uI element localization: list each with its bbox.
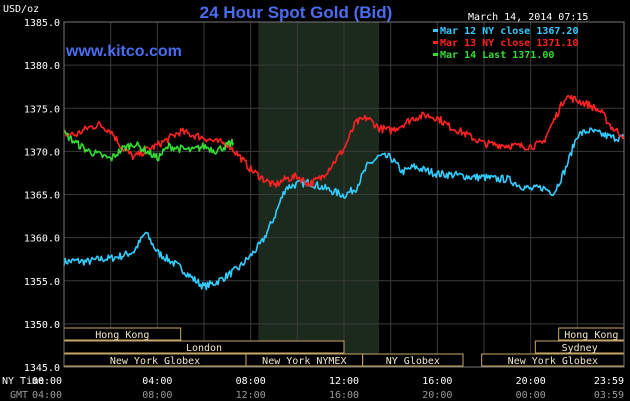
y-tick-label: 1345.0 [24, 363, 60, 374]
y-tick-label: 1365.0 [24, 191, 60, 202]
market-session-label: New York Globex [508, 356, 598, 367]
x-tick-label-ny: 00:00 [32, 376, 62, 387]
x-tick-label-gmt: 16:00 [329, 390, 359, 401]
x-tick-label-ny: 20:00 [516, 376, 546, 387]
x-tick-label-ny: 12:00 [329, 376, 359, 387]
x-tick-label-ny: 16:00 [422, 376, 452, 387]
y-tick-label: 1385.0 [24, 18, 60, 29]
market-session-label: Sydney [562, 343, 598, 354]
legend-mar-12: Mar 12 NY close 1367.20 [440, 26, 578, 37]
gmt-label: GMT [10, 390, 28, 401]
site-watermark: www.kitco.com [65, 43, 182, 60]
timestamp: March 14, 2014 07:15 [468, 12, 588, 23]
legend: Mar 12 NY close 1367.20 Mar 13 NY close … [433, 26, 578, 61]
x-tick-label-ny: 04:00 [142, 376, 172, 387]
series-line-mar-14 [63, 129, 234, 162]
market-session-label: New York NYMEX [262, 356, 346, 367]
x-tick-label-gmt: 00:00 [516, 390, 546, 401]
legend-mar-14: Mar 14 Last 1371.00 [440, 50, 554, 61]
x-tick-label-gmt: 03:59 [594, 390, 624, 401]
chart-title: 24 Hour Spot Gold (Bid) [200, 3, 393, 22]
axes: 1385.0 1380.0 1375.0 1370.0 1365.0 1360.0 1355… [24, 18, 625, 401]
plot-frame [63, 21, 625, 368]
market-session-label: New York Globex [110, 356, 200, 367]
market-sessions: Hong Kong Hong Kong London Sydney New York G… [63, 327, 625, 367]
y-axis-unit: USD/oz [3, 4, 39, 15]
market-session-label: Hong Kong [95, 330, 149, 341]
y-tick-label: 1355.0 [24, 277, 60, 288]
market-session-box [362, 353, 464, 367]
x-tick-label-gmt: 20:00 [422, 390, 452, 401]
market-session-label: NY Globex [386, 356, 440, 367]
market-session-label: London [186, 343, 222, 354]
grid [63, 21, 625, 368]
y-tick-label: 1380.0 [24, 61, 60, 72]
price-lines [63, 94, 625, 291]
legend-swatch [433, 29, 438, 32]
series-line-mar-13 [63, 94, 625, 188]
x-tick-label-ny: 08:00 [236, 376, 266, 387]
y-tick-label: 1360.0 [24, 234, 60, 245]
x-tick-label-gmt: 08:00 [142, 390, 172, 401]
y-tick-label: 1375.0 [24, 104, 60, 115]
x-tick-label-ny: 23:59 [594, 376, 624, 387]
legend-swatch [433, 41, 438, 44]
y-tick-label: 1350.0 [24, 320, 60, 331]
ny-time-label: NY Time [2, 376, 44, 387]
series-line-mar-12 [63, 127, 625, 291]
legend-mar-13: Mar 13 NY close 1371.10 [440, 38, 578, 49]
y-tick-label: 1370.0 [24, 147, 60, 158]
x-tick-label-gmt: 12:00 [236, 390, 266, 401]
market-session-label: Hong Kong [564, 330, 618, 341]
legend-swatch [433, 53, 438, 56]
x-tick-label-gmt: 04:00 [32, 390, 62, 401]
